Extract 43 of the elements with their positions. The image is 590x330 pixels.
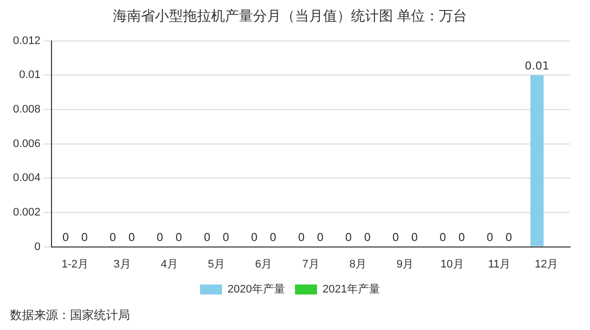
data-label: 0	[392, 231, 400, 244]
x-tick-label: 7月	[302, 258, 320, 270]
x-tick-label: 10月	[440, 258, 464, 270]
data-label: 0	[458, 231, 466, 244]
x-tick-label: 11月	[488, 258, 511, 270]
source-note: 数据来源：国家统计局	[10, 307, 130, 324]
y-tick-label: 0.008	[12, 104, 41, 116]
x-tick-label: 12月	[534, 258, 558, 270]
data-label: 0	[250, 231, 258, 244]
data-label: 0	[175, 231, 182, 244]
data-label: 0	[316, 231, 324, 244]
x-tick-label: 8月	[349, 258, 366, 270]
data-label: 0	[439, 231, 446, 244]
data-label: 0	[81, 231, 88, 244]
data-label: 0	[109, 231, 116, 244]
x-tick-label: 4月	[160, 258, 178, 270]
x-tick-label: 9月	[396, 258, 414, 270]
x-tick-label: 6月	[255, 258, 272, 270]
data-label: 0	[486, 231, 494, 244]
x-tick-label: 3月	[114, 258, 131, 270]
data-label: 0	[270, 231, 277, 244]
data-label: 0	[364, 231, 371, 244]
data-label: 0	[222, 231, 230, 244]
legend-label: 2021年产量	[322, 282, 380, 296]
legend-label: 2020年产量	[228, 282, 286, 296]
chart-title: 海南省小型拖拉机产量分月（当月值）统计图 单位：万台	[113, 7, 467, 24]
data-label: 0.01	[524, 59, 550, 72]
y-tick-label: 0.01	[19, 69, 41, 82]
data-label: 0	[156, 231, 164, 244]
y-tick-label: 0.012	[12, 34, 41, 47]
data-label: 0	[505, 231, 512, 244]
y-tick-label: 0.004	[12, 172, 41, 184]
data-label: 0	[344, 231, 352, 244]
x-tick-label: 1-2月	[62, 258, 89, 270]
x-tick-label: 5月	[208, 258, 226, 270]
data-label: 0	[298, 231, 305, 244]
y-tick-label: 0.006	[12, 138, 41, 150]
y-tick-label: 0	[34, 240, 41, 253]
data-label: 0	[204, 231, 211, 244]
data-label: 0	[410, 231, 418, 244]
y-tick-label: 0.002	[12, 206, 41, 218]
data-label: 0	[128, 231, 136, 244]
data-label: 0	[62, 231, 70, 244]
